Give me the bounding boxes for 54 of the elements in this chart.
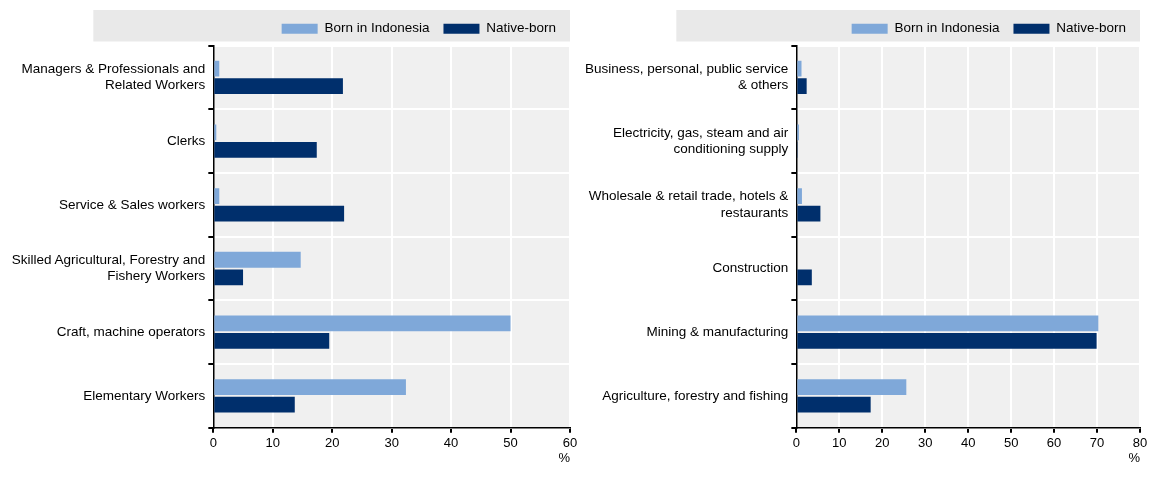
bar	[214, 315, 511, 332]
x-tick-label: 60	[562, 435, 578, 451]
y-tick-label: Wholesale & retail trade, hotels & restaurants	[588, 188, 789, 220]
bar	[214, 141, 317, 158]
y-tick-label: Clerks	[167, 132, 206, 148]
bar	[797, 396, 871, 413]
bar	[797, 78, 807, 94]
bar	[797, 333, 1097, 349]
legend-label: Born in Indonesia	[894, 20, 1000, 36]
bar	[214, 251, 301, 268]
y-tick-label: Agriculture, forestry and fishing	[602, 387, 789, 403]
y-tick-label: Electricity, gas, steam and air conditioning supply	[613, 124, 789, 156]
x-tick-label: 20	[324, 435, 340, 451]
x-tick-label: 0	[209, 435, 217, 451]
x-tick-label: 60	[1046, 435, 1062, 451]
x-tick-label: 0	[792, 435, 800, 451]
bar	[214, 60, 220, 77]
x-tick-label: 30	[384, 435, 399, 451]
bar	[214, 188, 220, 204]
bar	[797, 315, 1099, 332]
x-tick-label: 40	[960, 435, 976, 451]
x-tick-label: 20	[875, 435, 890, 451]
x-axis-title: %	[558, 449, 571, 465]
x-tick-label: 10	[265, 435, 281, 451]
bar	[797, 379, 907, 396]
x-tick-label: 50	[1003, 435, 1019, 451]
bar	[214, 205, 345, 222]
x-tick-label: 40	[443, 435, 459, 451]
legend-label: Native-born	[486, 20, 556, 36]
y-tick-label: Mining & manufacturing	[646, 323, 789, 339]
y-tick-label: Construction	[712, 260, 789, 276]
bar	[797, 188, 802, 204]
bar	[797, 205, 821, 222]
x-axis-title: %	[1128, 449, 1141, 465]
y-tick-label: Service & Sales workers	[59, 196, 206, 212]
bar	[214, 269, 244, 286]
x-tick-label: 30	[917, 435, 933, 451]
x-tick-label: 80	[1132, 435, 1148, 451]
y-tick-label: Business, personal, public service & others	[584, 60, 789, 93]
legend-label: Born in Indonesia	[324, 20, 430, 36]
y-tick-label: Craft, machine operators	[56, 323, 206, 339]
bar	[797, 60, 802, 77]
bar	[214, 78, 343, 94]
x-tick-label: 70	[1089, 435, 1105, 451]
y-tick-label: Elementary Workers	[83, 387, 206, 403]
x-tick-label: 50	[503, 435, 518, 451]
legend-label: Native-born	[1056, 20, 1126, 36]
y-tick-label: Managers & Professionals and Related Workers	[21, 60, 206, 93]
x-tick-label: 10	[832, 435, 847, 451]
bar	[214, 396, 295, 413]
y-tick-label: Skilled Agricultural, Forestry and Fishery Workers	[11, 252, 206, 284]
bar	[214, 379, 406, 396]
bar	[797, 269, 812, 286]
bar	[214, 333, 330, 349]
